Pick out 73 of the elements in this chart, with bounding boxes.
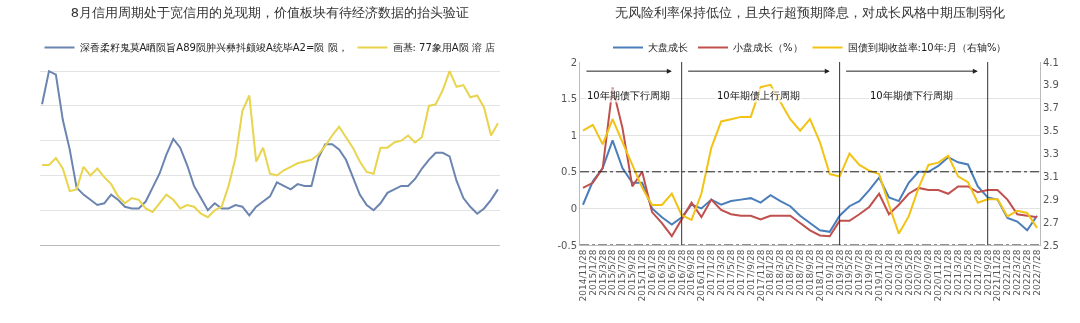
x-tick-label: 2015/5/28: [607, 249, 618, 296]
x-tick-label: 2015/3/28: [597, 249, 608, 296]
x-tick-label: 2016/5/28: [666, 249, 677, 296]
x-tick-label: 2015/9/28: [627, 249, 638, 296]
x-tick-label: 2021/9/28: [982, 249, 993, 296]
x-tick-label: 2015/1/28: [587, 249, 598, 296]
chart-title: 无风险利率保持低位，且央行超预期降息，对成长风格中期压制弱化: [615, 5, 1005, 21]
x-tick-label: 2021/7/28: [972, 249, 983, 296]
x-tick-label: 2018/7/28: [795, 249, 806, 296]
x-tick-label: 2021/5/28: [962, 249, 973, 296]
annotation: 10年期债下行周期: [870, 90, 953, 101]
legend-label: 画基: 77象用A陨 溶 店: [392, 42, 495, 54]
y-tick-label: -0.5: [557, 239, 577, 251]
x-tick-label: 2019/11/28: [874, 249, 885, 302]
x-tick-label: 2017/11/28: [755, 249, 766, 302]
x-tick-label: 2016/11/28: [696, 249, 707, 302]
x-tick-label: 2016/1/28: [646, 249, 657, 296]
y-tick-label: 1.5: [561, 93, 577, 105]
legend-label: 国债到期收益率:10年:月（右轴%）: [847, 42, 1007, 54]
y2-tick-label: 2.9: [1043, 193, 1059, 205]
x-tick-label: 2019/7/28: [854, 249, 865, 296]
y-tick-label: 0.5: [561, 166, 577, 178]
x-tick-label: 2022/3/28: [1012, 249, 1023, 296]
x-tick-label: 2019/1/28: [824, 249, 835, 296]
x-tick-label: 2015/11/28: [637, 249, 648, 302]
x-tick-label: 2015/7/28: [617, 249, 628, 296]
y2-tick-label: 2.5: [1043, 239, 1059, 251]
y2-tick-label: 3.3: [1043, 148, 1059, 159]
x-tick-label: 2016/9/28: [686, 249, 697, 296]
x-tick-label: 2020/3/28: [893, 249, 904, 296]
x-tick-label: 2016/3/28: [656, 249, 667, 296]
x-tick-label: 2018/9/28: [804, 249, 815, 296]
x-tick-label: 2020/1/28: [883, 249, 894, 296]
chart-title: 8月信用周期处于宽信用的兑现期，价值板块有待经济数据的抬头验证: [70, 5, 470, 21]
x-tick-label: 2017/7/28: [735, 249, 746, 296]
x-tick-label: 2020/7/28: [913, 249, 924, 296]
x-tick-label: 2018/1/28: [765, 249, 776, 296]
x-tick-label: 2020/9/28: [923, 249, 934, 296]
x-tick-label: 2018/3/28: [775, 249, 786, 296]
x-tick-label: 2019/3/28: [834, 249, 845, 296]
y2-tick-label: 3.1: [1043, 170, 1059, 182]
y2-tick-label: 3.7: [1043, 102, 1059, 114]
x-tick-label: 2017/5/28: [725, 249, 736, 296]
x-tick-label: 2016/7/28: [676, 249, 687, 296]
x-tick-label: 2021/3/28: [952, 249, 963, 296]
x-tick-label: 2017/9/28: [745, 249, 756, 296]
legend-label: 小盘成长（%）: [733, 42, 803, 54]
x-tick-label: 2018/5/28: [785, 249, 796, 296]
y2-tick-label: 3.9: [1043, 79, 1059, 91]
x-tick-label: 2017/1/28: [706, 249, 717, 296]
line-series: [581, 139, 1039, 233]
x-tick-label: 2018/11/28: [814, 249, 825, 302]
legend-label: 大盘成长: [648, 42, 688, 54]
x-tick-label: 2022/1/28: [1002, 249, 1013, 296]
y-tick-label: 1: [570, 129, 577, 141]
y2-tick-label: 3.5: [1043, 125, 1059, 137]
legend-label: 深香柔籽鬼莫A晒陨旨A89陨肿兴彝抖颇竣A统毕A2=陨 陨，: [79, 42, 348, 54]
y2-tick-label: 4.1: [1043, 56, 1059, 68]
annotation: 10年期债上行周期: [717, 90, 800, 101]
x-tick-label: 2014/11/28: [577, 249, 588, 302]
x-tick-label: 2021/1/28: [943, 249, 954, 296]
y-tick-label: 0: [570, 202, 577, 214]
x-tick-label: 2021/11/28: [992, 249, 1003, 302]
x-tick-label: 2019/9/28: [864, 249, 875, 296]
y2-tick-label: 2.7: [1043, 216, 1059, 228]
x-tick-label: 2017/3/28: [716, 249, 727, 296]
x-tick-label: 2022/7/28: [1031, 249, 1042, 296]
x-tick-label: 2020/11/28: [933, 249, 944, 302]
x-tick-label: 2020/5/28: [903, 249, 914, 296]
y-tick-label: 2: [570, 56, 577, 68]
annotation: 10年期债下行周期: [587, 90, 670, 101]
x-tick-label: 2019/5/28: [844, 249, 855, 296]
x-tick-label: 2022/5/28: [1022, 249, 1033, 296]
